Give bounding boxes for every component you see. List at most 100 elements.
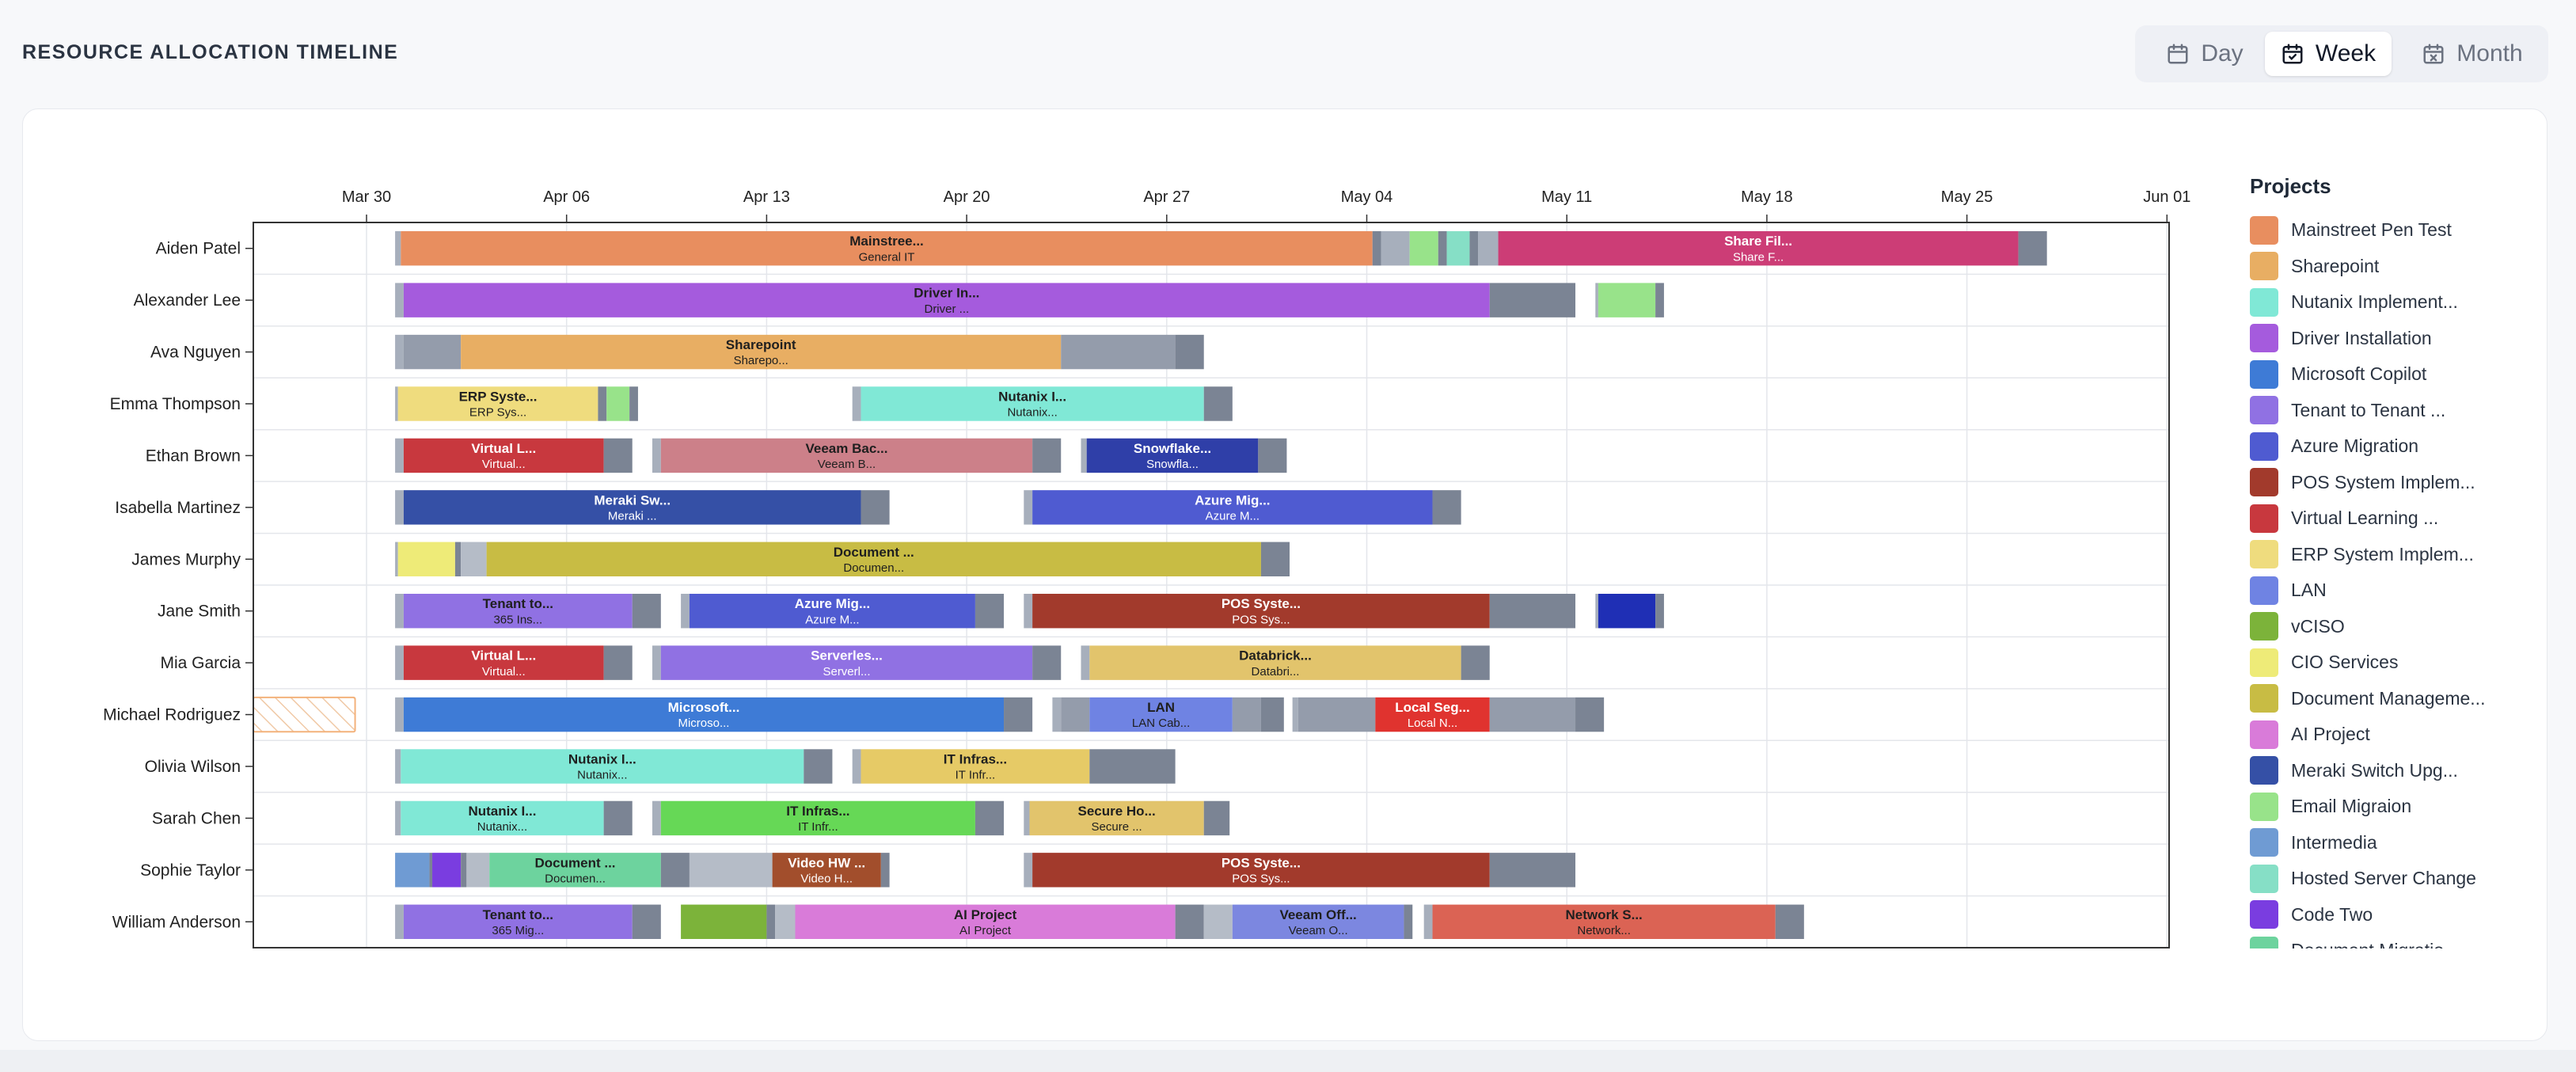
task-segment[interactable]: [852, 749, 861, 784]
task-segment[interactable]: [1081, 438, 1087, 473]
legend-item[interactable]: POS System Implem...: [2250, 465, 2519, 501]
task-segment[interactable]: [1381, 231, 1410, 266]
task-segment[interactable]: [1081, 645, 1090, 680]
task-segment[interactable]: [975, 594, 1005, 629]
task-bar[interactable]: Driver In...Driver ...: [403, 283, 1490, 317]
task-segment[interactable]: [1203, 800, 1230, 836]
task-bar[interactable]: ERP Syste...ERP Sys...: [397, 386, 598, 421]
task-segment[interactable]: [1292, 697, 1298, 732]
task-bar[interactable]: Virtual L... Virtual...: [403, 438, 604, 473]
task-segment[interactable]: [1260, 542, 1290, 576]
legend-item[interactable]: Email Migraion: [2250, 789, 2519, 825]
legend-item[interactable]: Azure Migration: [2250, 428, 2519, 465]
task-bar[interactable]: Share Fil...Share F...: [1498, 231, 2019, 266]
task-segment[interactable]: [598, 386, 607, 421]
task-segment[interactable]: [1598, 283, 1656, 317]
task-bar[interactable]: Azure Mig... Azure M...: [689, 594, 975, 629]
task-bar[interactable]: Azure Mig... Azure M...: [1032, 490, 1433, 525]
task-bar[interactable]: Tenant to... 365 Mig...: [403, 904, 633, 939]
legend-item[interactable]: vCISO: [2250, 609, 2519, 645]
legend-item[interactable]: Document Migratio...: [2250, 933, 2519, 948]
task-segment[interactable]: [603, 438, 633, 473]
task-segment[interactable]: [804, 749, 833, 784]
legend-item[interactable]: Tenant to Tenant ...: [2250, 393, 2519, 429]
task-bar[interactable]: Veeam Bac... Veeam B...: [660, 438, 1033, 473]
task-segment[interactable]: [395, 386, 398, 421]
task-bar[interactable]: IT Infras...IT Infr...: [861, 749, 1090, 784]
task-segment[interactable]: [395, 334, 404, 370]
legend-item[interactable]: Microsoft Copilot: [2250, 356, 2519, 393]
task-segment[interactable]: [603, 800, 633, 836]
task-segment[interactable]: [1409, 231, 1438, 266]
task-segment[interactable]: [461, 542, 487, 576]
task-segment[interactable]: [681, 594, 690, 629]
legend-item[interactable]: Intermedia: [2250, 825, 2519, 861]
task-segment[interactable]: [1489, 697, 1576, 732]
task-segment[interactable]: [1232, 697, 1261, 732]
task-bar[interactable]: Network S... Network...: [1432, 904, 1776, 939]
task-segment[interactable]: [395, 904, 404, 939]
task-segment[interactable]: [429, 853, 433, 888]
task-segment[interactable]: [660, 853, 690, 888]
task-segment[interactable]: [1032, 645, 1062, 680]
task-segment[interactable]: [861, 490, 890, 525]
task-segment[interactable]: [1260, 697, 1284, 732]
legend-item[interactable]: CIO Services: [2250, 644, 2519, 681]
legend-item[interactable]: LAN: [2250, 572, 2519, 609]
task-segment[interactable]: [775, 904, 796, 939]
task-segment[interactable]: [1004, 697, 1033, 732]
task-segment[interactable]: [652, 800, 661, 836]
task-bar[interactable]: Veeam Off... Veeam O...: [1232, 904, 1404, 939]
task-bar[interactable]: Mainstree...General IT: [401, 231, 1373, 266]
task-bar[interactable]: Sharepoint Sharepo...: [461, 334, 1062, 370]
task-segment[interactable]: [632, 904, 661, 939]
legend-item[interactable]: Hosted Server Change: [2250, 861, 2519, 897]
task-bar[interactable]: Secure Ho...Secure ...: [1029, 800, 1204, 836]
legend-item[interactable]: Nutanix Implement...: [2250, 284, 2519, 321]
task-segment[interactable]: [681, 904, 767, 939]
task-segment[interactable]: [1655, 283, 1664, 317]
task-segment[interactable]: [1489, 853, 1576, 888]
task-bar[interactable]: Databrick... Databri...: [1089, 645, 1461, 680]
task-segment[interactable]: [1175, 334, 1204, 370]
task-segment[interactable]: [689, 853, 773, 888]
task-segment[interactable]: [395, 283, 404, 317]
task-bar[interactable]: IT Infras...IT Infr...: [660, 800, 975, 836]
task-segment[interactable]: [1404, 904, 1413, 939]
task-segment[interactable]: [1655, 594, 1664, 629]
task-segment[interactable]: [403, 334, 462, 370]
task-segment[interactable]: [1061, 697, 1090, 732]
task-bar[interactable]: POS Syste... POS Sys...: [1032, 853, 1490, 888]
task-segment[interactable]: [395, 800, 401, 836]
task-segment[interactable]: [1469, 231, 1479, 266]
task-segment[interactable]: [975, 800, 1005, 836]
task-segment[interactable]: [432, 853, 462, 888]
task-segment[interactable]: [1595, 594, 1598, 629]
legend-item[interactable]: Virtual Learning ...: [2250, 500, 2519, 537]
task-segment[interactable]: [1024, 490, 1033, 525]
task-segment[interactable]: [1438, 231, 1447, 266]
task-bar[interactable]: Snowflake... Snowfla...: [1086, 438, 1259, 473]
task-segment[interactable]: [766, 904, 776, 939]
task-segment[interactable]: [1432, 490, 1461, 525]
task-segment[interactable]: [395, 490, 404, 525]
task-segment[interactable]: [395, 594, 404, 629]
task-segment[interactable]: [454, 542, 462, 576]
month-button[interactable]: Month: [2403, 32, 2542, 76]
task-segment[interactable]: [466, 853, 490, 888]
task-bar[interactable]: Local Seg... Local N...: [1375, 697, 1490, 732]
task-segment[interactable]: [1203, 904, 1233, 939]
task-bar[interactable]: Serverles... Serverl...: [660, 645, 1033, 680]
task-segment[interactable]: [2018, 231, 2047, 266]
legend-item[interactable]: Meraki Switch Upg...: [2250, 753, 2519, 789]
task-bar[interactable]: Tenant to... 365 Ins...: [403, 594, 633, 629]
horizontal-scrollbar[interactable]: [0, 1050, 2576, 1072]
task-segment[interactable]: [1598, 594, 1656, 629]
task-bar[interactable]: Microsoft... Microso...: [403, 697, 1005, 732]
task-segment[interactable]: [652, 438, 661, 473]
task-segment[interactable]: [1024, 853, 1033, 888]
task-segment[interactable]: [606, 386, 630, 421]
task-segment[interactable]: [1372, 231, 1381, 266]
task-bar[interactable]: Document ...Documen...: [486, 542, 1261, 576]
task-segment[interactable]: [652, 645, 661, 680]
